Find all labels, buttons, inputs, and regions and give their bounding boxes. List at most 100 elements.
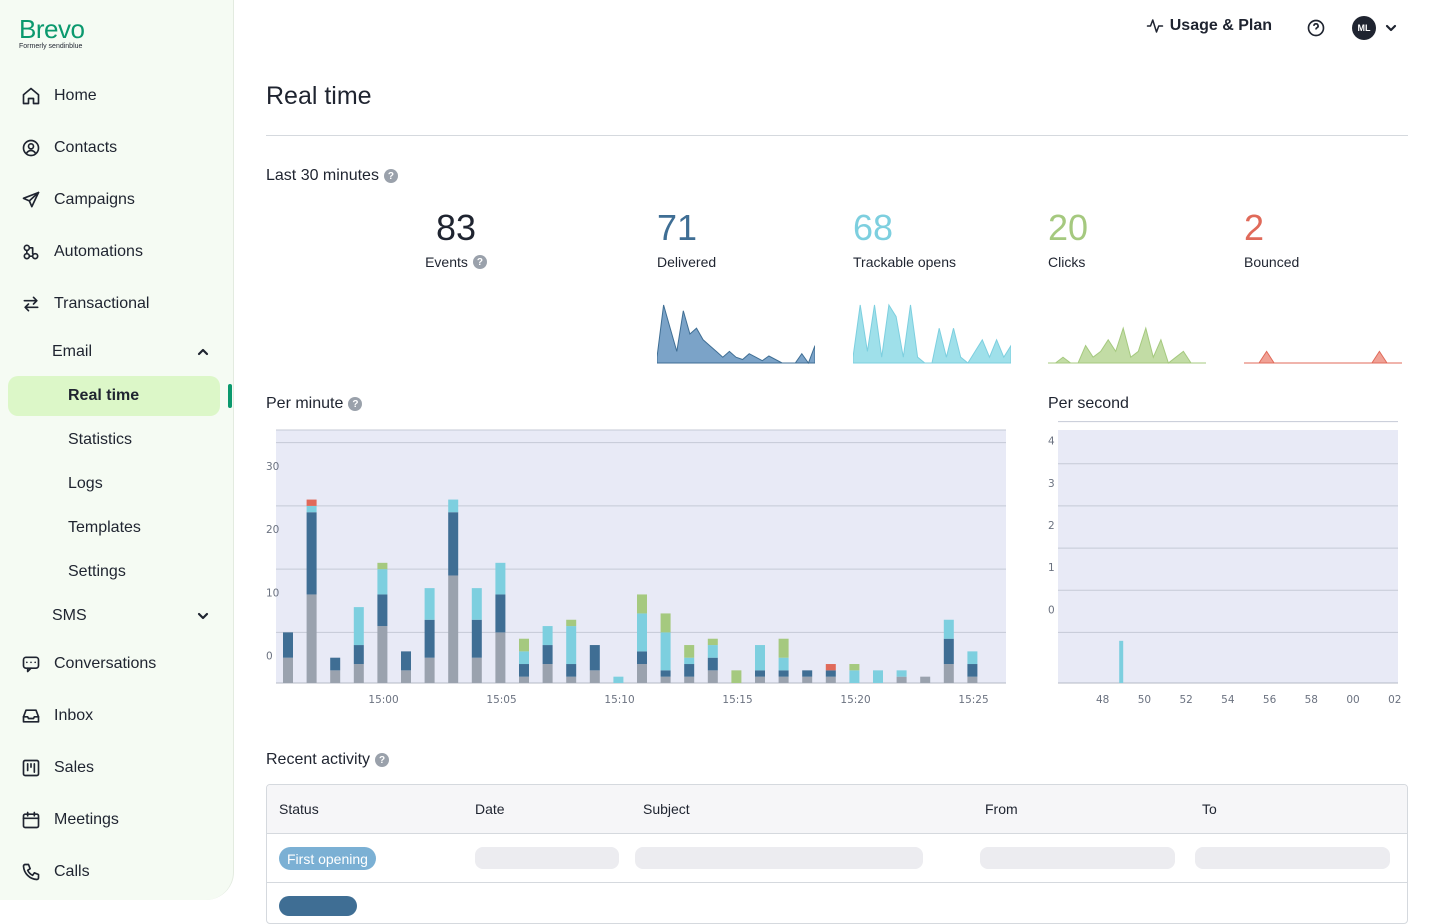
bar <box>1119 640 1124 683</box>
sidebar-item-sales[interactable]: Sales <box>0 748 234 788</box>
column-header-date[interactable]: Date <box>475 801 505 817</box>
x-tick-label: 50 <box>1138 694 1151 706</box>
sidebar-subitem-statistics[interactable]: Statistics <box>8 420 220 460</box>
sidebar-item-conversations[interactable]: Conversations <box>0 644 234 684</box>
sidebar-item-home[interactable]: Home <box>0 76 234 116</box>
bar-segment <box>707 638 718 646</box>
sidebar-item-label: Contacts <box>54 139 118 156</box>
help-icon[interactable]: ? <box>375 753 390 767</box>
bar-segment <box>448 575 459 683</box>
x-tick-label: 15:00 <box>368 694 398 706</box>
help-icon[interactable]: ? <box>348 397 363 411</box>
bar-segment <box>920 676 931 683</box>
sidebar-item-label: Transactional <box>54 295 150 312</box>
to-placeholder <box>1195 847 1390 869</box>
sidebar-subitem-logs[interactable]: Logs <box>8 464 220 504</box>
automation-icon <box>20 241 42 263</box>
avatar[interactable]: ML <box>1352 16 1376 40</box>
stat-label: Trackable opens <box>853 254 956 270</box>
bar-segment <box>542 664 553 683</box>
sidebar-subitem-label: Statistics <box>68 431 133 448</box>
sidebar-item-automations[interactable]: Automations <box>0 232 234 272</box>
bar-segment <box>849 664 860 671</box>
bar-segment <box>637 594 647 614</box>
bar-segment <box>353 607 364 646</box>
sidebar-group-email[interactable]: Email <box>52 332 222 372</box>
column-header-subject[interactable]: Subject <box>643 801 690 817</box>
per-second-chart: 0123454850525456580002 <box>1040 394 1410 720</box>
bar-segment <box>896 676 907 683</box>
stat-delivered: 71 Delivered <box>657 206 716 270</box>
column-header-status[interactable]: Status <box>279 801 319 817</box>
sidebar-item-transactional[interactable]: Transactional <box>0 284 234 324</box>
sidebar-item-label: Meetings <box>54 811 119 828</box>
sidebar-subitem-real-time[interactable]: Real time <box>8 376 220 416</box>
sidebar-item-label: Conversations <box>54 655 157 672</box>
y-tick-label: 0 <box>266 651 273 663</box>
bar-segment <box>849 670 860 683</box>
stat-bounced: 2 Bounced <box>1244 206 1299 270</box>
bar-segment <box>660 613 671 633</box>
help-icon[interactable]: ? <box>472 255 487 269</box>
column-header-to[interactable]: To <box>1202 801 1217 817</box>
sidebar-group-sms[interactable]: SMS <box>52 596 222 636</box>
chevron-down-icon <box>196 609 210 623</box>
per-minute-chart-svg: 0 10 20 30 15:00 15:05 15:10 15:15 15:20 15:25 <box>266 429 1006 706</box>
bar-segment <box>967 651 978 665</box>
page-title: Real time <box>266 82 372 110</box>
help-icon[interactable] <box>1306 18 1326 38</box>
bar-segment <box>519 651 529 665</box>
usage-plan-button[interactable]: Usage & Plan <box>1146 17 1272 35</box>
activity-icon <box>1146 19 1163 33</box>
bar-segment <box>825 670 836 677</box>
sparkline-area <box>657 304 815 364</box>
divider <box>266 135 1408 136</box>
bar-segment <box>707 657 718 671</box>
sidebar-subitem-templates[interactable]: Templates <box>8 508 220 548</box>
bar-segment <box>495 594 506 633</box>
table-row[interactable]: First opening <box>267 834 1407 883</box>
sidebar-item-calls[interactable]: Calls <box>0 852 234 892</box>
bar-segment <box>519 676 529 683</box>
home-icon <box>20 85 42 107</box>
bar-segment <box>825 676 836 683</box>
stat-value: 83 <box>435 207 477 248</box>
sidebar-item-meetings[interactable]: Meetings <box>0 800 234 840</box>
usage-plan-label: Usage & Plan <box>1169 17 1272 34</box>
help-icon[interactable]: ? <box>383 169 398 183</box>
sidebar-item-campaigns[interactable]: Campaigns <box>0 180 234 220</box>
bar-segment <box>424 619 435 658</box>
bar-segment <box>353 664 364 683</box>
per-second-label: Per second <box>1048 395 1129 413</box>
bar-segment <box>306 512 317 595</box>
stat-trackable-opens: 68 Trackable opens <box>853 206 956 270</box>
contacts-icon <box>20 137 42 159</box>
sparkline-bounced <box>1244 350 1402 364</box>
y-tick-label: 10 <box>266 587 279 599</box>
bar-segment <box>755 645 765 671</box>
sidebar-item-contacts[interactable]: Contacts <box>0 128 234 168</box>
date-placeholder <box>475 847 619 869</box>
status-badge <box>279 896 357 916</box>
bar-segment <box>684 645 695 658</box>
column-header-from[interactable]: From <box>985 801 1018 817</box>
y-tick-label: 2 <box>1048 520 1055 532</box>
transfer-icon <box>20 293 42 315</box>
calendar-icon <box>20 809 42 831</box>
sparkline-clicks <box>1048 326 1206 364</box>
y-tick-label: 1 <box>1048 562 1055 574</box>
bar-segment <box>660 670 671 677</box>
y-tick-label: 30 <box>266 461 279 473</box>
bar-segment <box>542 626 553 646</box>
sidebar-subitem-settings[interactable]: Settings <box>8 552 220 592</box>
sidebar-subitem-label: Logs <box>68 475 103 492</box>
logo-wordmark: Brevo <box>19 14 85 44</box>
bar-segment <box>519 664 529 677</box>
bar-segment <box>707 670 718 683</box>
sidebar-item-inbox[interactable]: Inbox <box>0 696 234 736</box>
brevo-logo[interactable]: Brevo Formerly sendinblue <box>19 14 85 50</box>
sidebar-subitem-label: Real time <box>68 387 140 404</box>
sidebar-item-label: Automations <box>54 243 143 260</box>
chevron-down-icon[interactable] <box>1384 21 1398 35</box>
sparkline-area <box>1244 350 1402 364</box>
